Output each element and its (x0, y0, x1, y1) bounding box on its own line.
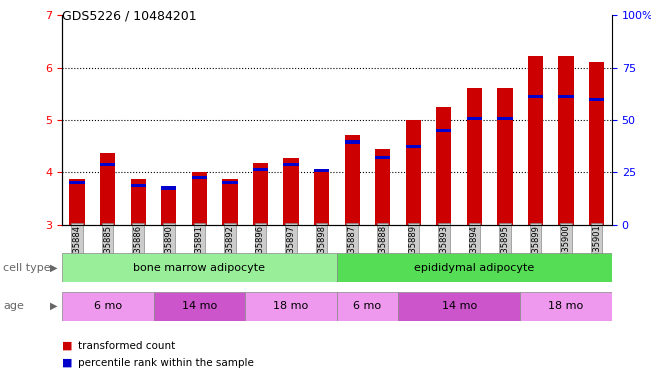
Bar (314, 169, 329, 172)
Bar (222, 179, 238, 225)
Bar (192, 176, 207, 179)
Text: 6 mo: 6 mo (353, 301, 381, 311)
Bar (559, 95, 574, 98)
Bar (375, 156, 391, 159)
Bar (337, 292, 398, 321)
Text: GSM635901: GSM635901 (592, 225, 601, 275)
Bar (314, 169, 329, 225)
Bar (406, 145, 421, 148)
Bar (253, 164, 268, 225)
Text: GSM635900: GSM635900 (562, 225, 570, 275)
Text: GSM635891: GSM635891 (195, 225, 204, 275)
Text: GSM635890: GSM635890 (164, 225, 173, 275)
Text: GSM635884: GSM635884 (73, 225, 81, 276)
Bar (337, 253, 612, 282)
Text: ■: ■ (62, 341, 72, 351)
Text: 6 mo: 6 mo (94, 301, 122, 311)
Bar (131, 179, 146, 225)
Text: GSM635886: GSM635886 (133, 225, 143, 276)
Bar (497, 117, 512, 120)
Text: GSM635897: GSM635897 (286, 225, 296, 276)
Bar (589, 98, 604, 101)
Text: 14 mo: 14 mo (441, 301, 477, 311)
Bar (70, 179, 85, 225)
Text: GSM635894: GSM635894 (470, 225, 479, 275)
Bar (344, 141, 360, 144)
Text: GSM635898: GSM635898 (317, 225, 326, 276)
Text: GSM635889: GSM635889 (409, 225, 418, 276)
Text: age: age (3, 301, 24, 311)
Bar (245, 292, 337, 321)
Bar (559, 56, 574, 225)
Bar (528, 95, 543, 98)
Bar (436, 107, 452, 225)
Bar (375, 149, 391, 225)
Bar (497, 88, 512, 225)
Bar (589, 63, 604, 225)
Bar (520, 292, 612, 321)
Text: ▶: ▶ (49, 263, 57, 273)
Text: epididymal adipocyte: epididymal adipocyte (414, 263, 534, 273)
Text: transformed count: transformed count (78, 341, 175, 351)
Text: GSM635892: GSM635892 (225, 225, 234, 275)
Bar (161, 187, 176, 225)
Bar (192, 172, 207, 225)
Bar (344, 135, 360, 225)
Text: GSM635888: GSM635888 (378, 225, 387, 276)
Bar (467, 117, 482, 120)
Text: GDS5226 / 10484201: GDS5226 / 10484201 (62, 10, 197, 23)
Text: cell type: cell type (3, 263, 51, 273)
Text: 14 mo: 14 mo (182, 301, 217, 311)
Bar (253, 168, 268, 171)
Text: GSM635893: GSM635893 (439, 225, 449, 276)
Text: 18 mo: 18 mo (273, 301, 309, 311)
Text: ■: ■ (62, 358, 72, 368)
Bar (100, 153, 115, 225)
Bar (70, 181, 85, 184)
Bar (283, 158, 299, 225)
Bar (528, 56, 543, 225)
Bar (406, 120, 421, 225)
Bar (154, 292, 245, 321)
Bar (222, 181, 238, 184)
Bar (398, 292, 520, 321)
Text: 18 mo: 18 mo (549, 301, 584, 311)
Text: percentile rank within the sample: percentile rank within the sample (78, 358, 254, 368)
Bar (467, 88, 482, 225)
Text: GSM635895: GSM635895 (501, 225, 510, 275)
Bar (62, 292, 154, 321)
Bar (436, 129, 452, 132)
Bar (283, 163, 299, 166)
Bar (131, 184, 146, 187)
Bar (100, 163, 115, 166)
Text: bone marrow adipocyte: bone marrow adipocyte (133, 263, 266, 273)
Text: GSM635885: GSM635885 (104, 225, 112, 276)
Bar (161, 187, 176, 190)
Text: GSM635896: GSM635896 (256, 225, 265, 276)
Text: GSM635887: GSM635887 (348, 225, 357, 276)
Bar (62, 253, 337, 282)
Text: GSM635899: GSM635899 (531, 225, 540, 275)
Text: ▶: ▶ (49, 301, 57, 311)
